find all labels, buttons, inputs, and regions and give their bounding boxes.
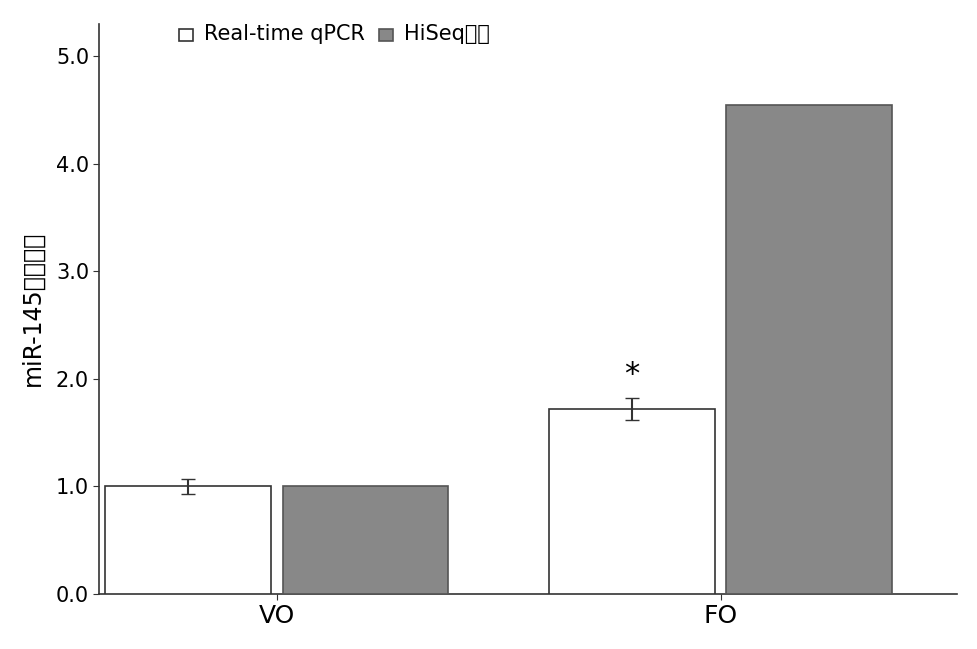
Legend: Real-time qPCR, HiSeq测序: Real-time qPCR, HiSeq测序 — [175, 19, 493, 48]
Bar — [726, 104, 891, 594]
Y-axis label: miR-145的表达量: miR-145的表达量 — [21, 231, 45, 386]
Text: *: * — [623, 360, 639, 389]
Bar — [282, 486, 448, 594]
Bar — [548, 409, 714, 594]
Bar — [106, 486, 271, 594]
